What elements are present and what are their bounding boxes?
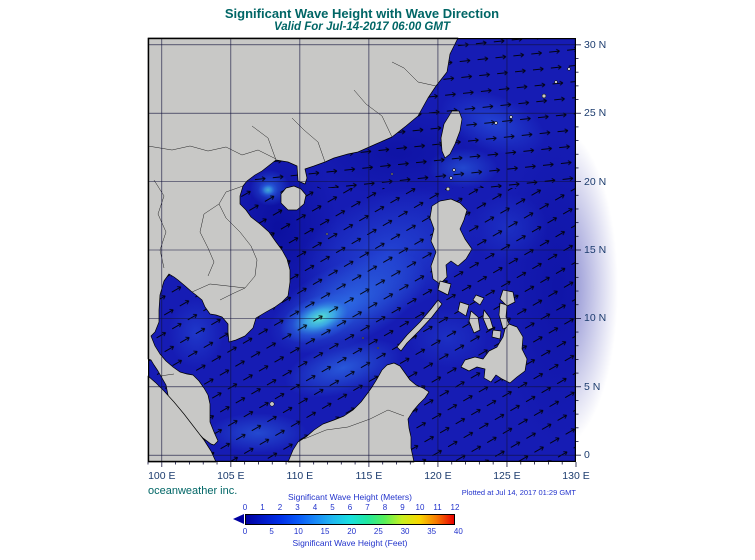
lat-axis-label: 0 [584, 449, 590, 462]
map-frame [148, 38, 576, 462]
meter-tick-label: 5 [330, 503, 335, 512]
plotted-timestamp: Plotted at Jul 14, 2017 01:29 GMT [461, 488, 576, 497]
colorbar-gradient [245, 514, 455, 525]
meter-tick-label: 1 [260, 503, 265, 512]
chart-title: Significant Wave Height with Wave Direct… [224, 6, 500, 21]
lat-axis-label: 30 N [584, 38, 607, 51]
tick-layer [147, 44, 581, 467]
island-cebu [482, 309, 494, 331]
island-palawan [396, 299, 443, 352]
feet-tick-label: 35 [427, 527, 437, 536]
lat-axis-label: 15 N [584, 244, 607, 256]
graticule-layer [148, 38, 576, 462]
feet-tick-label: 20 [347, 527, 357, 536]
lat-axis-label: 5 N [584, 380, 601, 393]
meter-tick-label: 4 [312, 503, 318, 512]
credit-text: oceanweather inc. [148, 485, 238, 497]
feet-tick-label: 15 [320, 527, 330, 536]
feet-tick-label: 5 [269, 527, 274, 536]
colorbar-title-feet: Significant Wave Height (Feet) [292, 538, 408, 548]
meter-tick-label: 7 [365, 503, 370, 512]
feet-tick-label: 30 [400, 527, 410, 536]
feet-tick-label: 40 [453, 527, 463, 536]
chart-subtitle: Valid For Jul-14-2017 06:00 GMT [274, 21, 450, 33]
colorbar-title-meters: Significant Wave Height (Meters) [288, 492, 412, 502]
island-taiwan [440, 110, 463, 159]
meter-tick-label: 9 [400, 503, 405, 512]
island-bohol [491, 329, 502, 340]
meter-tick-label: 8 [382, 503, 388, 512]
lon-axis-label: 105 E [217, 470, 245, 482]
meter-tick-label: 0 [242, 503, 248, 512]
meter-tick-label: 11 [433, 503, 442, 512]
meter-tick-label: 10 [415, 503, 425, 512]
lat-axis-label: 20 N [584, 175, 607, 188]
land-layer [147, 37, 571, 463]
lon-axis-label: 125 E [493, 470, 521, 482]
colorbar-left-arrow-icon [233, 514, 244, 524]
island-masbate [472, 294, 485, 306]
colorbar-feet-ticks: 0 5 10 15 20 25 30 35 40 [242, 527, 463, 536]
landmass-borneo [287, 362, 430, 463]
lat-axis-label: 10 N [584, 312, 607, 325]
colorbar-meter-ticks: 0 1 2 3 4 5 6 7 8 9 10 11 12 [242, 503, 460, 512]
landmass-asia-mainland [147, 37, 459, 446]
lon-axis-label: 120 E [424, 470, 452, 482]
map-area: 30 N 25 N 20 N 15 N 10 N 5 N 0 100 E 105 E 110 E 1… [147, 37, 618, 482]
lon-axis-label: 100 E [148, 470, 176, 482]
country-borders [147, 61, 437, 440]
meter-tick-label: 12 [450, 503, 460, 512]
island-negros [468, 310, 481, 334]
lat-axis-label: 25 N [584, 107, 607, 120]
island-mindanao [460, 323, 528, 384]
lon-axis-label: 115 E [355, 470, 383, 482]
feet-tick-label: 0 [242, 527, 248, 536]
lon-axis-label: 130 E [562, 470, 590, 482]
small-islands [269, 67, 571, 407]
island-samar [499, 289, 516, 307]
feet-tick-label: 25 [373, 527, 383, 536]
meter-tick-label: 3 [295, 503, 300, 512]
meter-tick-label: 6 [347, 503, 353, 512]
island-panay [457, 301, 470, 317]
island-luzon [429, 198, 473, 285]
wave-map [147, 37, 618, 467]
feet-tick-label: 10 [293, 527, 303, 536]
lon-axis-label: 110 E [286, 470, 314, 482]
island-mindoro [437, 280, 452, 296]
meter-tick-label: 2 [277, 503, 283, 512]
